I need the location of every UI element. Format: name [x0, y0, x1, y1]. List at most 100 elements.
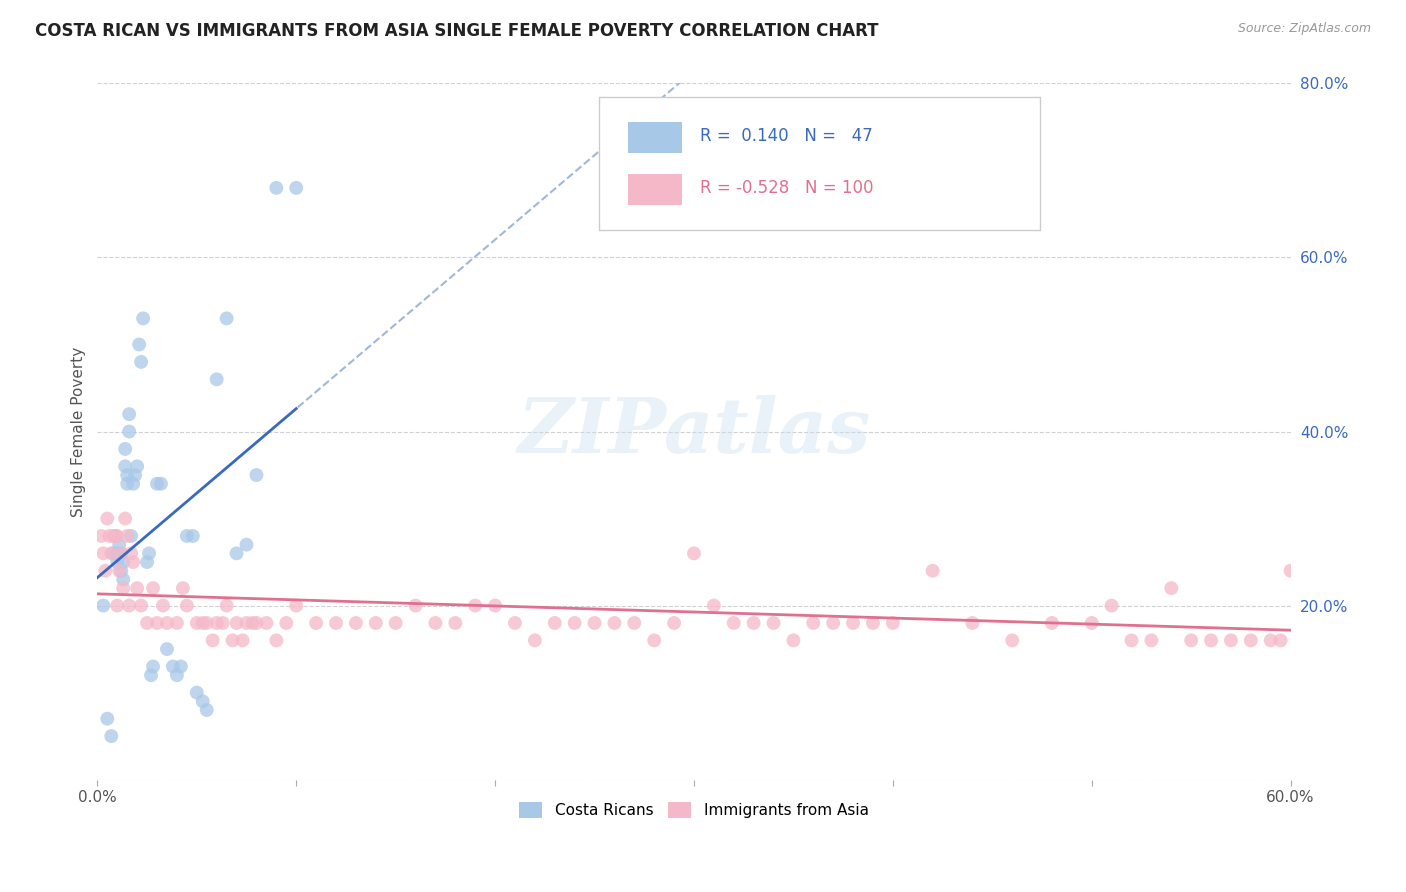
- FancyBboxPatch shape: [628, 121, 682, 153]
- Point: [105, 555, 128, 569]
- Point: [152, 599, 174, 613]
- Text: ZIPatlas: ZIPatlas: [517, 394, 870, 468]
- Point: [862, 615, 884, 630]
- Point: [801, 615, 824, 630]
- Text: R = -0.528   N = 100: R = -0.528 N = 100: [700, 179, 873, 197]
- Point: [110, 546, 132, 560]
- Point: [191, 694, 214, 708]
- Point: [112, 573, 135, 587]
- Point: [201, 633, 224, 648]
- Point: [1299, 615, 1322, 630]
- Point: [108, 564, 131, 578]
- Point: [215, 311, 238, 326]
- Point: [142, 659, 165, 673]
- Point: [181, 529, 204, 543]
- Point: [162, 659, 184, 673]
- Point: [782, 633, 804, 648]
- Point: [132, 311, 155, 326]
- Point: [1360, 633, 1382, 648]
- Point: [138, 546, 160, 560]
- Point: [100, 729, 122, 743]
- Point: [136, 615, 159, 630]
- Point: [1389, 564, 1406, 578]
- Point: [104, 529, 127, 543]
- Point: [276, 615, 298, 630]
- Point: [1140, 633, 1163, 648]
- Point: [235, 615, 257, 630]
- Point: [91, 599, 114, 613]
- Point: [120, 529, 142, 543]
- Point: [112, 581, 135, 595]
- Point: [254, 615, 277, 630]
- Point: [139, 668, 162, 682]
- Point: [115, 468, 138, 483]
- Point: [150, 476, 173, 491]
- Point: [170, 659, 193, 673]
- Point: [215, 599, 238, 613]
- Point: [762, 615, 785, 630]
- Point: [105, 546, 128, 560]
- Point: [211, 615, 233, 630]
- Point: [103, 529, 125, 543]
- Point: [1160, 581, 1182, 595]
- Point: [962, 615, 984, 630]
- Point: [114, 442, 136, 456]
- Point: [127, 459, 149, 474]
- Point: [105, 529, 128, 543]
- Text: COSTA RICAN VS IMMIGRANTS FROM ASIA SINGLE FEMALE POVERTY CORRELATION CHART: COSTA RICAN VS IMMIGRANTS FROM ASIA SING…: [35, 22, 879, 40]
- Point: [285, 599, 308, 613]
- Point: [166, 615, 188, 630]
- Point: [127, 581, 149, 595]
- Point: [195, 703, 218, 717]
- Point: [723, 615, 745, 630]
- Point: [1309, 650, 1331, 665]
- Point: [544, 615, 567, 630]
- Point: [156, 615, 179, 630]
- Point: [1240, 633, 1263, 648]
- Point: [91, 546, 114, 560]
- Text: Source: ZipAtlas.com: Source: ZipAtlas.com: [1237, 22, 1371, 36]
- Point: [205, 372, 228, 386]
- Point: [823, 615, 845, 630]
- Point: [115, 476, 138, 491]
- Point: [205, 615, 228, 630]
- Point: [1279, 564, 1302, 578]
- Point: [146, 615, 169, 630]
- Point: [172, 581, 194, 595]
- Point: [1339, 633, 1361, 648]
- Text: R =  0.140   N =   47: R = 0.140 N = 47: [700, 127, 873, 145]
- Point: [118, 599, 141, 613]
- Point: [110, 546, 132, 560]
- FancyBboxPatch shape: [599, 97, 1040, 229]
- Point: [245, 468, 267, 483]
- Point: [364, 615, 387, 630]
- Point: [156, 642, 179, 657]
- Point: [384, 615, 406, 630]
- Point: [603, 615, 626, 630]
- Point: [142, 581, 165, 595]
- Point: [136, 555, 159, 569]
- Point: [405, 599, 427, 613]
- Point: [464, 599, 486, 613]
- Point: [105, 599, 128, 613]
- Point: [186, 615, 208, 630]
- Point: [623, 615, 645, 630]
- Point: [118, 425, 141, 439]
- Y-axis label: Single Female Poverty: Single Female Poverty: [72, 346, 86, 516]
- Point: [1121, 633, 1143, 648]
- Point: [683, 546, 706, 560]
- Point: [110, 564, 132, 578]
- Point: [195, 615, 218, 630]
- Point: [103, 546, 125, 560]
- Point: [1379, 633, 1402, 648]
- Point: [842, 615, 865, 630]
- Point: [742, 615, 765, 630]
- Point: [662, 615, 685, 630]
- Point: [1101, 599, 1123, 613]
- Point: [344, 615, 367, 630]
- Point: [1219, 633, 1241, 648]
- Point: [115, 529, 138, 543]
- Point: [305, 615, 328, 630]
- Point: [643, 633, 665, 648]
- Point: [444, 615, 467, 630]
